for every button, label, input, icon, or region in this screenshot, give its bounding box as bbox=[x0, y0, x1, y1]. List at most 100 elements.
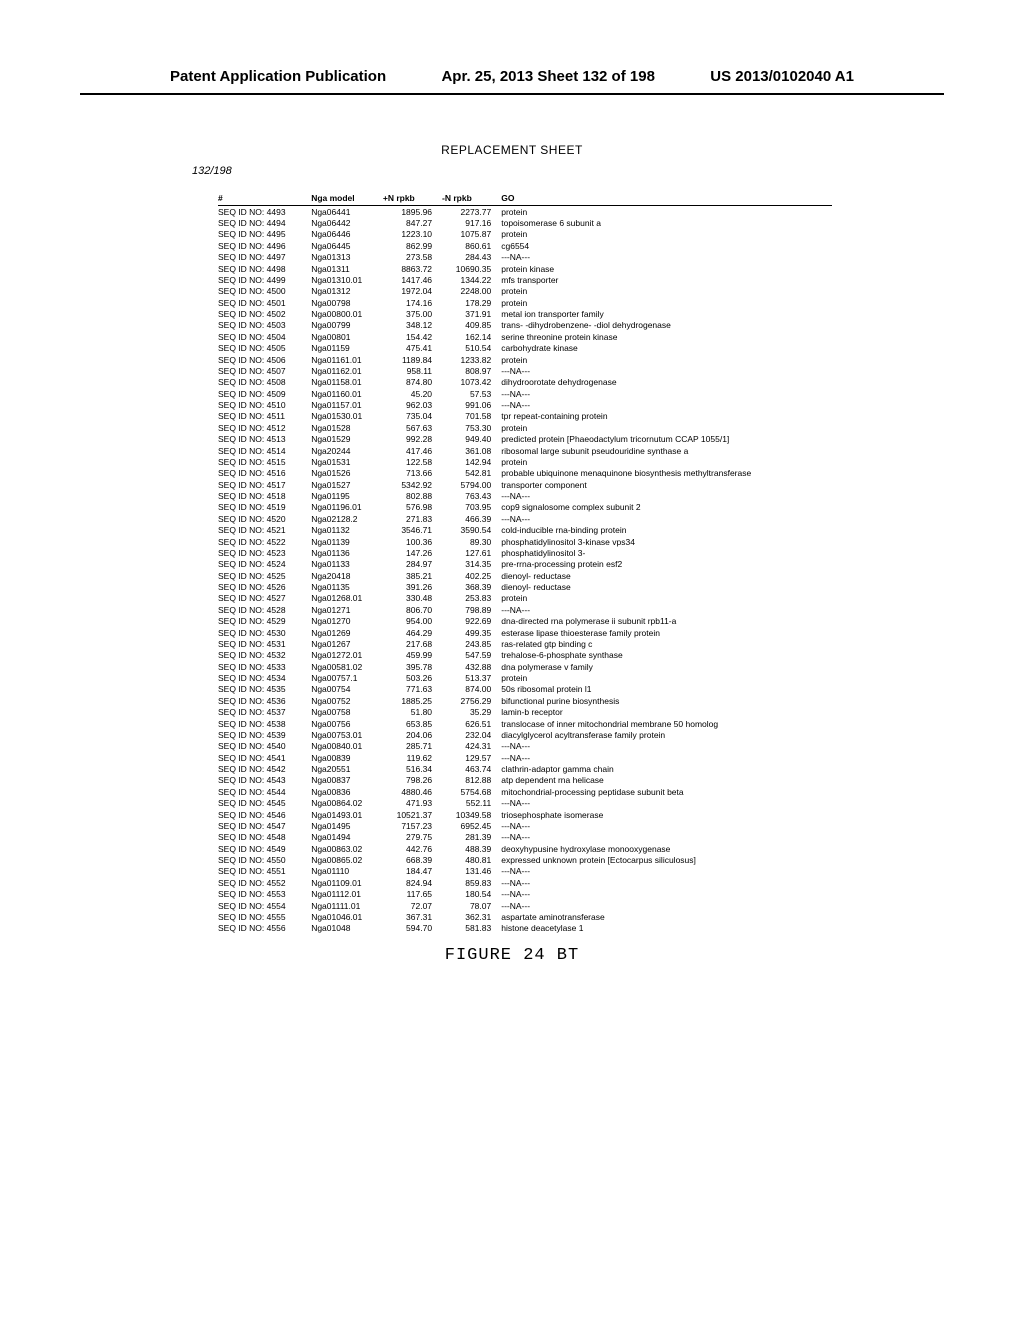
table-cell: protein bbox=[501, 206, 832, 218]
table-cell: 314.35 bbox=[442, 559, 501, 570]
table-row: SEQ ID NO: 4553Nga01112.01117.65180.54--… bbox=[218, 889, 832, 900]
col-model: Nga model bbox=[311, 191, 383, 206]
table-row: SEQ ID NO: 4524Nga01133284.97314.35pre-r… bbox=[218, 559, 832, 570]
table-cell: Nga06446 bbox=[311, 229, 383, 240]
table-cell: SEQ ID NO: 4523 bbox=[218, 547, 311, 558]
table-cell: 510.54 bbox=[442, 343, 501, 354]
table-cell: 626.51 bbox=[442, 718, 501, 729]
table-cell: SEQ ID NO: 4552 bbox=[218, 877, 311, 888]
table-cell: 713.66 bbox=[383, 468, 442, 479]
table-cell: 45.20 bbox=[383, 388, 442, 399]
table-row: SEQ ID NO: 4532Nga01272.01459.99547.59tr… bbox=[218, 650, 832, 661]
table-cell: SEQ ID NO: 4513 bbox=[218, 434, 311, 445]
table-row: SEQ ID NO: 4538Nga00756653.85626.51trans… bbox=[218, 718, 832, 729]
table-cell: 391.26 bbox=[383, 581, 442, 592]
table-cell: 1885.25 bbox=[383, 695, 442, 706]
table-cell: ---NA--- bbox=[501, 832, 832, 843]
table-cell: SEQ ID NO: 4539 bbox=[218, 729, 311, 740]
table-cell: 5794.00 bbox=[442, 479, 501, 490]
table-row: SEQ ID NO: 4507Nga01162.01958.11808.97--… bbox=[218, 365, 832, 376]
table-cell: probable ubiquinone menaquinone biosynth… bbox=[501, 468, 832, 479]
table-cell: 954.00 bbox=[383, 616, 442, 627]
table-cell: Nga01133 bbox=[311, 559, 383, 570]
table-cell: 432.88 bbox=[442, 661, 501, 672]
table-cell: 368.39 bbox=[442, 581, 501, 592]
table-cell: 35.29 bbox=[442, 707, 501, 718]
table-cell: 812.88 bbox=[442, 775, 501, 786]
table-cell: SEQ ID NO: 4493 bbox=[218, 206, 311, 218]
table-cell: Nga01139 bbox=[311, 536, 383, 547]
table-cell: Nga00756 bbox=[311, 718, 383, 729]
table-cell: 808.97 bbox=[442, 365, 501, 376]
table-row: SEQ ID NO: 4533Nga00581.02395.78432.88dn… bbox=[218, 661, 832, 672]
table-cell: 330.48 bbox=[383, 593, 442, 604]
table-cell: atp dependent rna helicase bbox=[501, 775, 832, 786]
table-row: SEQ ID NO: 4543Nga00837798.26812.88atp d… bbox=[218, 775, 832, 786]
table-cell: carbohydrate kinase bbox=[501, 343, 832, 354]
table-cell: ---NA--- bbox=[501, 798, 832, 809]
table-row: SEQ ID NO: 4505Nga01159475.41510.54carbo… bbox=[218, 343, 832, 354]
table-cell: 771.63 bbox=[383, 684, 442, 695]
table-cell: SEQ ID NO: 4531 bbox=[218, 638, 311, 649]
table-cell: SEQ ID NO: 4520 bbox=[218, 513, 311, 524]
table-cell: 284.43 bbox=[442, 252, 501, 263]
table-cell: 147.26 bbox=[383, 547, 442, 558]
table-cell: 184.47 bbox=[383, 866, 442, 877]
table-cell: cold-inducible rna-binding protein bbox=[501, 525, 832, 536]
table-row: SEQ ID NO: 4496Nga06445862.99860.61cg655… bbox=[218, 240, 832, 251]
table-cell: 424.31 bbox=[442, 741, 501, 752]
table-cell: cop9 signalosome complex subunit 2 bbox=[501, 502, 832, 513]
table-row: SEQ ID NO: 4544Nga008364880.465754.68mit… bbox=[218, 786, 832, 797]
table-cell: 232.04 bbox=[442, 729, 501, 740]
table-cell: Nga01269 bbox=[311, 627, 383, 638]
table-cell: 992.28 bbox=[383, 434, 442, 445]
table-cell: 243.85 bbox=[442, 638, 501, 649]
table-cell: diacylglycerol acyltransferase family pr… bbox=[501, 729, 832, 740]
table-cell: 7157.23 bbox=[383, 820, 442, 831]
table-row: SEQ ID NO: 4497Nga01313273.58284.43---NA… bbox=[218, 252, 832, 263]
table-cell: 499.35 bbox=[442, 627, 501, 638]
table-cell: 2756.29 bbox=[442, 695, 501, 706]
table-cell: Nga01111.01 bbox=[311, 900, 383, 911]
table-cell: 798.26 bbox=[383, 775, 442, 786]
table-cell: Nga01160.01 bbox=[311, 388, 383, 399]
table-row: SEQ ID NO: 4528Nga01271806.70798.89---NA… bbox=[218, 604, 832, 615]
table-cell: SEQ ID NO: 4546 bbox=[218, 809, 311, 820]
table-cell: 1075.87 bbox=[442, 229, 501, 240]
table-cell: SEQ ID NO: 4549 bbox=[218, 843, 311, 854]
table-cell: SEQ ID NO: 4502 bbox=[218, 308, 311, 319]
table-cell: Nga00864.02 bbox=[311, 798, 383, 809]
table-cell: 480.81 bbox=[442, 854, 501, 865]
table-cell: 8863.72 bbox=[383, 263, 442, 274]
table-cell: Nga01046.01 bbox=[311, 911, 383, 922]
page-header: Patent Application Publication Apr. 25, … bbox=[80, 0, 944, 95]
table-cell: 668.39 bbox=[383, 854, 442, 865]
table-cell: 1073.42 bbox=[442, 377, 501, 388]
table-cell: 142.94 bbox=[442, 456, 501, 467]
table-cell: Nga01195 bbox=[311, 490, 383, 501]
table-cell: cg6554 bbox=[501, 240, 832, 251]
table-cell: 1972.04 bbox=[383, 286, 442, 297]
table-cell: Nga01312 bbox=[311, 286, 383, 297]
table-cell: 10521.37 bbox=[383, 809, 442, 820]
table-cell: SEQ ID NO: 4543 bbox=[218, 775, 311, 786]
table-row: SEQ ID NO: 4555Nga01046.01367.31362.31as… bbox=[218, 911, 832, 922]
table-cell: 513.37 bbox=[442, 672, 501, 683]
table-cell: protein bbox=[501, 593, 832, 604]
table-cell: tpr repeat-containing protein bbox=[501, 411, 832, 422]
table-cell: SEQ ID NO: 4503 bbox=[218, 320, 311, 331]
table-cell: 798.89 bbox=[442, 604, 501, 615]
table-cell: 362.31 bbox=[442, 911, 501, 922]
table-cell: Nga01196.01 bbox=[311, 502, 383, 513]
table-cell: 51.80 bbox=[383, 707, 442, 718]
table-cell: 5754.68 bbox=[442, 786, 501, 797]
table-cell: 552.11 bbox=[442, 798, 501, 809]
table-cell: 962.03 bbox=[383, 399, 442, 410]
table-row: SEQ ID NO: 4530Nga01269464.29499.35ester… bbox=[218, 627, 832, 638]
table-cell: SEQ ID NO: 4525 bbox=[218, 570, 311, 581]
table-cell: Nga00800.01 bbox=[311, 308, 383, 319]
table-cell: 1233.82 bbox=[442, 354, 501, 365]
table-cell: Nga01048 bbox=[311, 923, 383, 934]
table-cell: 180.54 bbox=[442, 889, 501, 900]
table-cell: Nga00839 bbox=[311, 752, 383, 763]
